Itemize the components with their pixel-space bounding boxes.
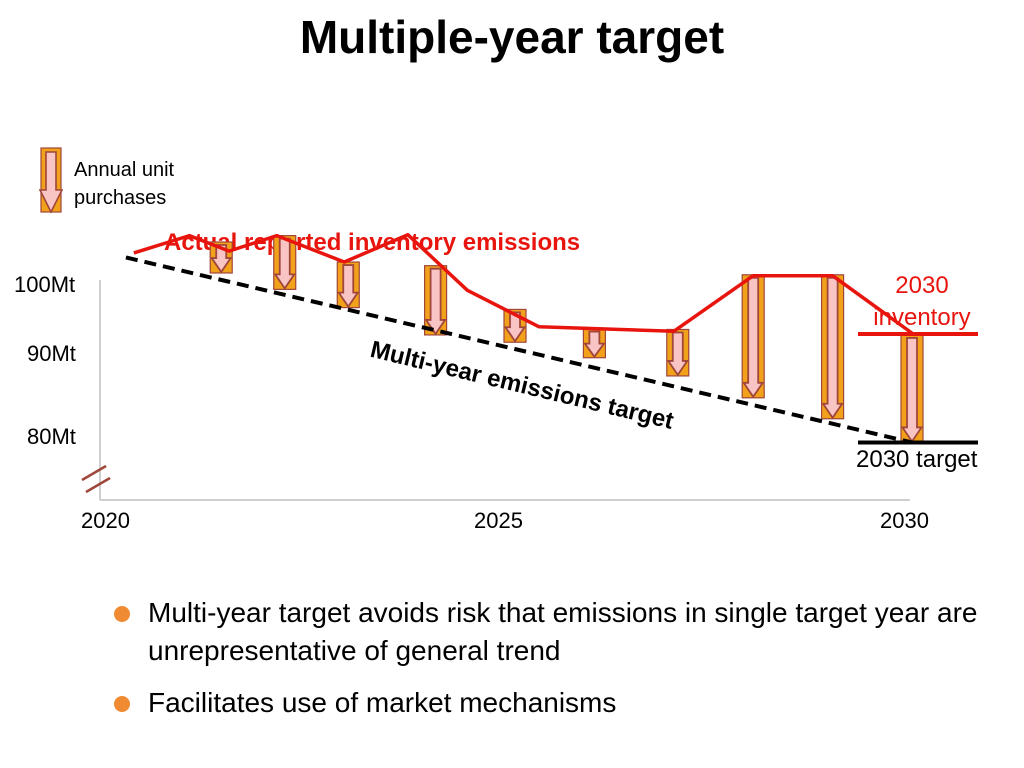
y-tick-label: 80Mt: [27, 424, 76, 449]
y-tick-label: 90Mt: [27, 341, 76, 366]
purchase-arrow-icon: [503, 311, 527, 343]
legend-purchase-arrow-icon: [38, 147, 64, 214]
purchase-arrow-icon: [666, 331, 689, 377]
bullet-text: Facilitates use of market mechanisms: [148, 687, 617, 718]
purchase-arrow-icon: [424, 267, 447, 336]
x-tick-label: 2020: [81, 508, 130, 533]
orange-circle-bullet-icon: [114, 606, 130, 622]
purchase-arrow-icon: [900, 337, 924, 444]
axis-break-mark: [81, 464, 107, 482]
bullet-item: Multi-year target avoids risk that emiss…: [110, 594, 980, 670]
orange-circle-bullet-icon: [114, 696, 130, 712]
label-2030-target: 2030 target: [856, 446, 978, 473]
y-tick-label: 100Mt: [14, 272, 76, 297]
x-tick-label: 2030: [880, 508, 929, 533]
multi-year-target-line: [125, 255, 913, 445]
purchase-arrow-icon: [821, 276, 844, 420]
purchase-arrow-icon: [273, 237, 296, 290]
bullet-list: Multi-year target avoids risk that emiss…: [110, 594, 980, 736]
chart-axes: [81, 280, 910, 501]
legend-label: Annual unit purchases: [74, 159, 175, 209]
x-tick-label: 2025: [474, 508, 523, 533]
bullet-item: Facilitates use of market mechanisms: [110, 684, 980, 722]
purchase-arrow-icon: [583, 330, 606, 359]
slide-title: Multiple-year target: [299, 11, 725, 63]
axis-break-mark: [85, 476, 111, 494]
bullet-text: Multi-year target avoids risk that emiss…: [148, 597, 978, 666]
label-2030-inventory: 2030 inventory: [873, 272, 971, 331]
purchase-arrow-icon: [742, 276, 765, 399]
purchase-arrow-icon: [337, 264, 360, 309]
actual-emissions-line: [133, 232, 914, 335]
